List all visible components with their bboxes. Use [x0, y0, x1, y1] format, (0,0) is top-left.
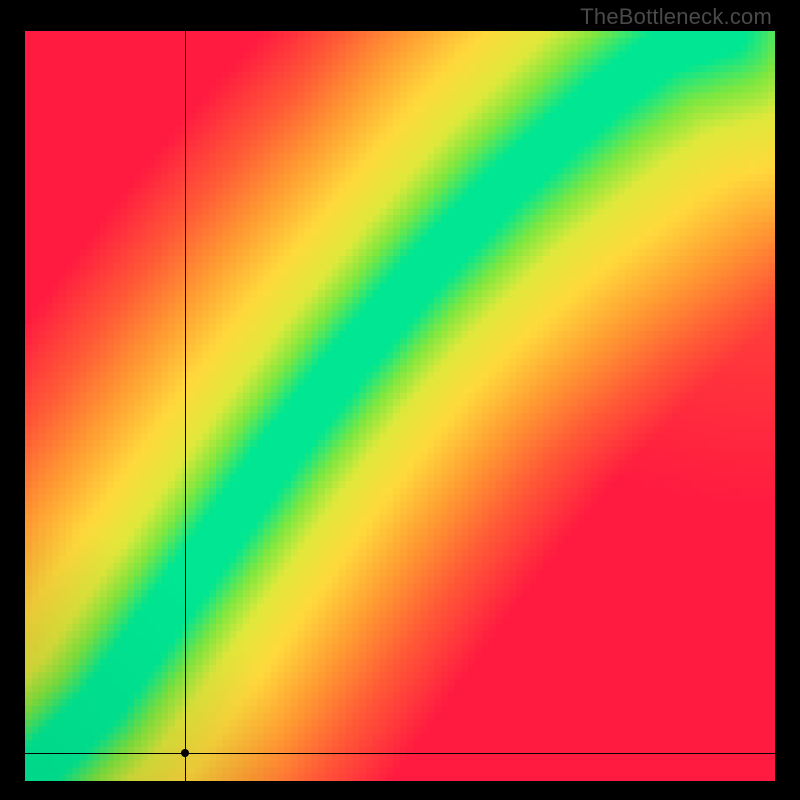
- crosshair-vertical: [185, 31, 186, 781]
- crosshair-marker: [181, 749, 189, 757]
- crosshair-horizontal: [25, 753, 775, 754]
- plot-frame: [25, 31, 775, 781]
- watermark-text: TheBottleneck.com: [580, 4, 772, 30]
- bottleneck-heatmap: [25, 31, 775, 781]
